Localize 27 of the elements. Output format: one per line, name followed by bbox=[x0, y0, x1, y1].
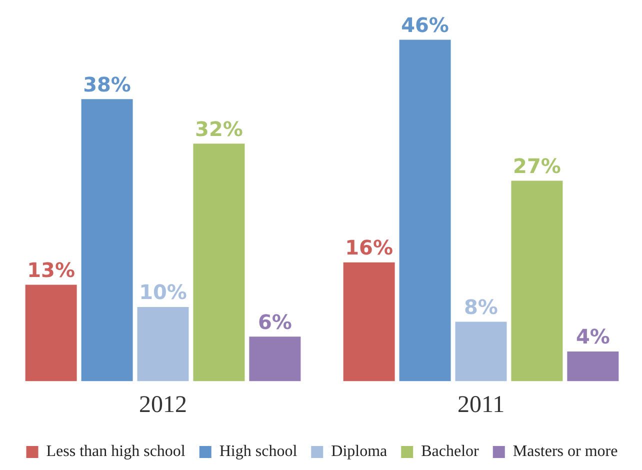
legend-label: Less than high school bbox=[46, 443, 186, 460]
data-label: 38% bbox=[83, 72, 131, 96]
x-tick-label: 2011 bbox=[457, 392, 505, 418]
legend-label: Masters or more bbox=[512, 443, 618, 460]
data-label: 13% bbox=[27, 258, 75, 282]
data-label: 6% bbox=[258, 310, 292, 334]
bar bbox=[137, 306, 189, 382]
x-tick-label: 2012 bbox=[139, 392, 187, 418]
data-label: 16% bbox=[345, 236, 393, 260]
bar bbox=[249, 336, 301, 382]
bar bbox=[25, 284, 77, 382]
bar bbox=[81, 99, 133, 382]
data-label: 27% bbox=[513, 154, 561, 178]
legend-label: Diploma bbox=[331, 443, 388, 460]
data-label: 8% bbox=[464, 295, 498, 320]
bar bbox=[511, 180, 563, 382]
data-label: 46% bbox=[401, 12, 449, 37]
data-label: 4% bbox=[576, 324, 610, 349]
bar bbox=[455, 322, 507, 382]
data-label: 32% bbox=[195, 116, 243, 141]
legend-label: Bachelor bbox=[421, 443, 480, 460]
legend-label: High school bbox=[219, 443, 298, 460]
bar bbox=[399, 40, 451, 382]
data-label: 10% bbox=[139, 280, 187, 304]
bar bbox=[567, 352, 619, 382]
bar bbox=[343, 262, 395, 382]
bar bbox=[193, 144, 245, 382]
